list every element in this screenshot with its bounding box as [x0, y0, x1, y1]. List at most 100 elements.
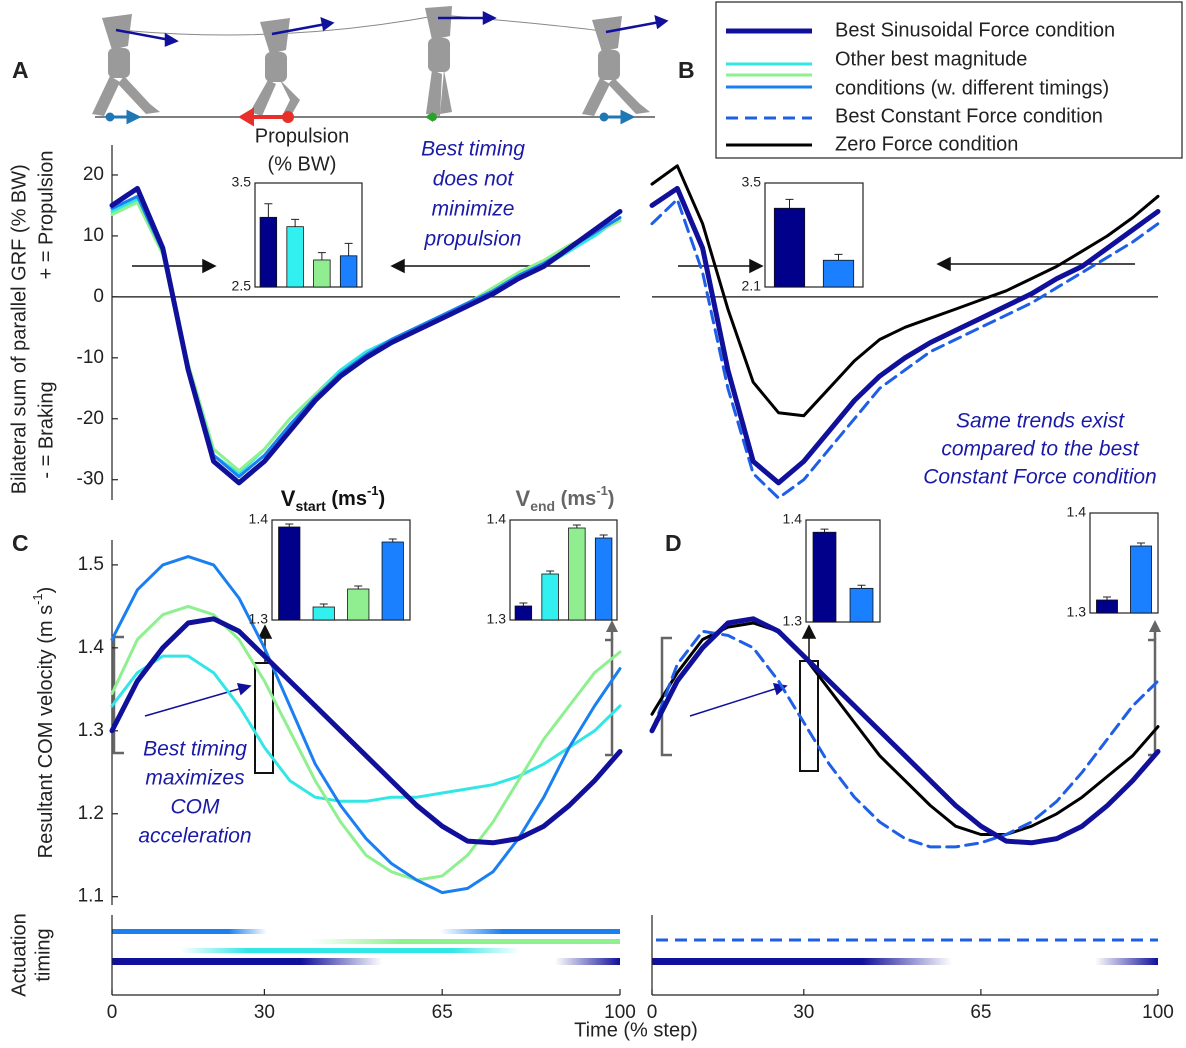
data-line: [112, 202, 620, 470]
inset-bar: [850, 588, 873, 622]
actuation-timing-rows: [112, 915, 1158, 995]
y-axis-side-label: - = Braking: [35, 381, 57, 478]
inset-bar: [542, 574, 559, 620]
walking-illustration: [92, 6, 666, 123]
inset-title-part: ): [379, 488, 386, 510]
inset-y-tick-label: 1.3: [1067, 604, 1087, 620]
inset-bar: [382, 542, 403, 620]
annotation: Best timing: [421, 138, 525, 161]
inset-bar: [287, 227, 304, 287]
inset-bar: [279, 527, 300, 620]
inset-bar: [774, 208, 804, 287]
inset-title-part: -1: [367, 483, 379, 498]
y-tick-label: 10: [83, 225, 104, 246]
annotation: minimize: [432, 198, 515, 221]
y-tick-label: 20: [83, 164, 104, 185]
y-axis-title: Resultant COM velocity (m s-1): [30, 587, 57, 859]
data-line: [652, 623, 1158, 835]
x-tick-label: 100: [1142, 1002, 1174, 1023]
inset-bar: [1130, 546, 1151, 613]
y-tick-label: 1.4: [78, 637, 105, 658]
inset-title-part: start: [295, 498, 326, 514]
y-tick-label: 0: [93, 286, 104, 307]
inset-title-part: V: [516, 486, 531, 511]
y-tick-label: -10: [77, 347, 104, 368]
annotation: propulsion: [424, 228, 522, 251]
panel-label: B: [678, 57, 695, 83]
legend-label: Other best magnitude: [835, 48, 1027, 70]
inset-title: Propulsion: [255, 125, 350, 147]
x-axis-title: Time (% step): [574, 1019, 698, 1041]
inset-y-tick-label: 3.5: [232, 174, 252, 190]
timing-label: timing: [32, 928, 54, 981]
annotation: does not: [433, 168, 515, 191]
inset-title-part: (ms: [326, 488, 367, 510]
x-tick-label: 100: [604, 1002, 636, 1023]
inset-y-tick-label: 1.3: [783, 613, 803, 629]
inset-title-part: (ms: [555, 488, 596, 510]
inset-y-tick-label: 1.4: [249, 511, 269, 527]
data-line: [112, 188, 620, 482]
panel-label: C: [12, 530, 29, 556]
inset-title-part: -1: [596, 483, 608, 498]
inset-y-tick-label: 2.1: [742, 278, 762, 294]
panel-label: A: [12, 57, 29, 83]
y-axis-title: Bilateral sum of parallel GRF (% BW): [8, 164, 30, 494]
annotation: compared to the best: [941, 438, 1139, 461]
y-tick-label: 1.3: [78, 720, 104, 741]
inset-title: Vend (ms-1): [516, 483, 615, 513]
inset-title-part: ): [608, 488, 615, 510]
inset-y-tick-label: 2.5: [232, 278, 252, 294]
x-tick-label: 30: [793, 1002, 814, 1023]
data-line: [652, 619, 1158, 843]
figure: Time (% step) Actuation timing Best Sinu…: [0, 0, 1186, 1048]
inset-bar: [340, 256, 357, 287]
y-tick-label: 1.2: [78, 803, 104, 824]
inset-title-part: end: [530, 498, 555, 514]
inset-bar: [348, 589, 369, 620]
y-axis-title-part: -1: [30, 593, 45, 605]
annotation: acceleration: [138, 825, 251, 848]
legend-label: conditions (w. different timings): [835, 77, 1109, 99]
legend-label: Best Sinusoidal Force condition: [835, 19, 1115, 41]
data-line: [112, 196, 620, 476]
inset-y-tick-label: 1.4: [1067, 504, 1087, 520]
inset-y-tick-label: 1.4: [487, 511, 507, 527]
x-tick-label: 0: [647, 1002, 658, 1023]
inset-bar: [260, 217, 277, 287]
inset-title: Vstart (ms-1): [281, 483, 385, 513]
inset-bar: [515, 606, 532, 620]
inset-bar: [823, 260, 853, 287]
panel-label: D: [665, 530, 682, 556]
annotation: Same trends exist: [956, 410, 1125, 433]
inset-bar: [569, 528, 586, 620]
inset-bar: [1096, 600, 1117, 613]
annotation: Best timing: [143, 738, 247, 761]
annotation: maximizes: [145, 767, 245, 790]
y-axis-side-label: + = Propulsion: [35, 151, 57, 280]
inset-bar: [313, 607, 334, 620]
inset-y-tick-label: 3.5: [742, 174, 762, 190]
y-tick-label: -20: [77, 408, 104, 429]
legend-label: Best Constant Force condition: [835, 105, 1103, 127]
range-arrowheads: [606, 620, 1161, 632]
x-tick-label: 0: [107, 1002, 118, 1023]
inset-bar: [813, 532, 836, 622]
data-line: [112, 199, 620, 473]
legend-label: Zero Force condition: [835, 133, 1018, 155]
x-tick-label: 30: [254, 1002, 275, 1023]
inset-bar: [595, 538, 612, 620]
x-tick-label: 65: [970, 1002, 991, 1023]
inset-y-tick-label: 1.3: [249, 611, 269, 627]
annotation: COM: [171, 796, 221, 819]
data-line: [652, 631, 1158, 847]
y-tick-label: 1.5: [78, 554, 104, 575]
y-tick-label: -30: [77, 469, 104, 490]
inset-title-part: V: [281, 486, 296, 511]
inset-y-tick-label: 1.4: [783, 511, 803, 527]
timing-label: Actuation: [8, 913, 30, 996]
inset-y-tick-label: 1.3: [487, 611, 507, 627]
inset-title: (% BW): [268, 153, 337, 175]
inset-bar: [314, 260, 331, 287]
x-tick-label: 65: [432, 1002, 453, 1023]
